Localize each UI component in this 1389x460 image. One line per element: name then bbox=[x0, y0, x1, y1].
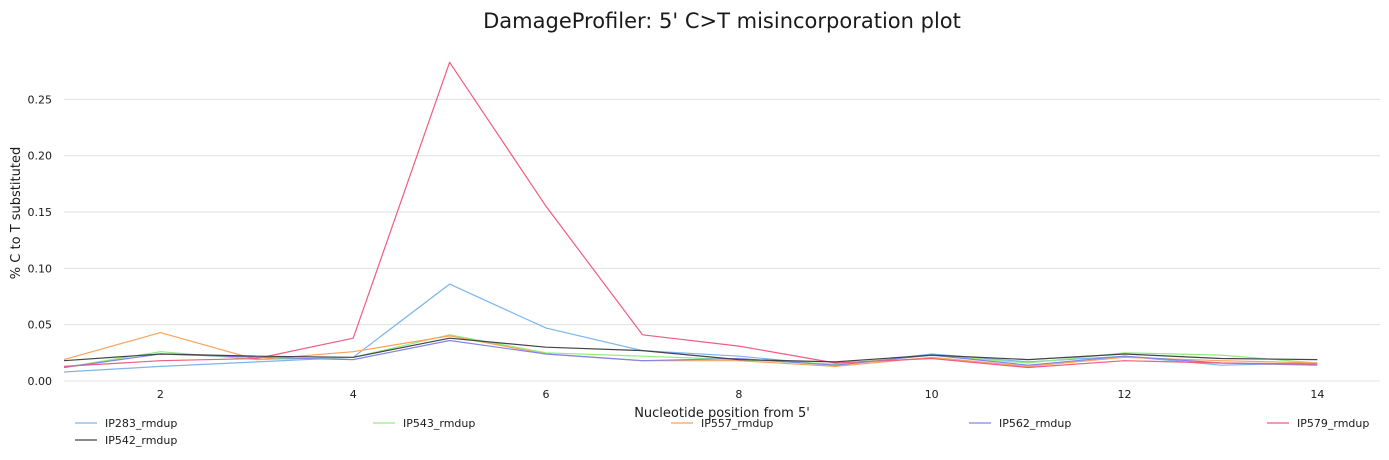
legend-label: IP283_rmdup bbox=[105, 417, 177, 430]
y-tick-label: 0.25 bbox=[28, 93, 53, 106]
y-tick-label: 0.00 bbox=[28, 375, 53, 388]
x-tick-label: 8 bbox=[735, 388, 742, 401]
legend-item[interactable]: IP562_rmdup bbox=[969, 417, 1071, 430]
x-axis-ticks: 2 4 6 8 10 12 14 bbox=[157, 388, 1324, 401]
legend-label: IP557_rmdup bbox=[701, 417, 773, 430]
chart-title: DamageProfiler: 5' C>T misincorporation … bbox=[483, 9, 961, 33]
legend-label: IP579_rmdup bbox=[1297, 417, 1369, 430]
gridlines bbox=[64, 98, 1380, 382]
series-line-ip542-rmdup bbox=[63, 337, 1318, 363]
legend-item[interactable]: IP557_rmdup bbox=[671, 417, 773, 430]
legend-item[interactable]: IP543_rmdup bbox=[373, 417, 475, 430]
y-tick-label: 0.15 bbox=[28, 206, 53, 219]
series-line-ip579-rmdup bbox=[63, 61, 1318, 369]
x-tick-label: 14 bbox=[1310, 388, 1324, 401]
x-tick-label: 4 bbox=[350, 388, 357, 401]
series-lines bbox=[63, 61, 1318, 373]
x-tick-label: 2 bbox=[157, 388, 164, 401]
y-tick-label: 0.20 bbox=[28, 150, 53, 163]
legend-label: IP542_rmdup bbox=[105, 434, 177, 447]
legend-label: IP562_rmdup bbox=[999, 417, 1071, 430]
legend-item[interactable]: IP283_rmdup bbox=[75, 417, 177, 430]
y-axis-ticks: 0.00 0.05 0.10 0.15 0.20 0.25 bbox=[28, 93, 53, 388]
y-axis-label: % C to T substituted bbox=[9, 147, 24, 279]
x-tick-label: 6 bbox=[543, 388, 550, 401]
x-axis-label: Nucleotide position from 5' bbox=[634, 406, 810, 421]
x-tick-label: 10 bbox=[925, 388, 939, 401]
x-tick-label: 12 bbox=[1118, 388, 1132, 401]
y-tick-label: 0.05 bbox=[28, 319, 53, 332]
legend-item[interactable]: IP579_rmdup bbox=[1267, 417, 1369, 430]
legend: IP283_rmdup IP543_rmdup IP557_rmdup IP562_r… bbox=[75, 417, 1369, 447]
y-tick-label: 0.10 bbox=[28, 262, 53, 275]
series-line-ip562-rmdup bbox=[63, 339, 1318, 369]
legend-item[interactable]: IP542_rmdup bbox=[75, 434, 177, 447]
legend-label: IP543_rmdup bbox=[403, 417, 475, 430]
